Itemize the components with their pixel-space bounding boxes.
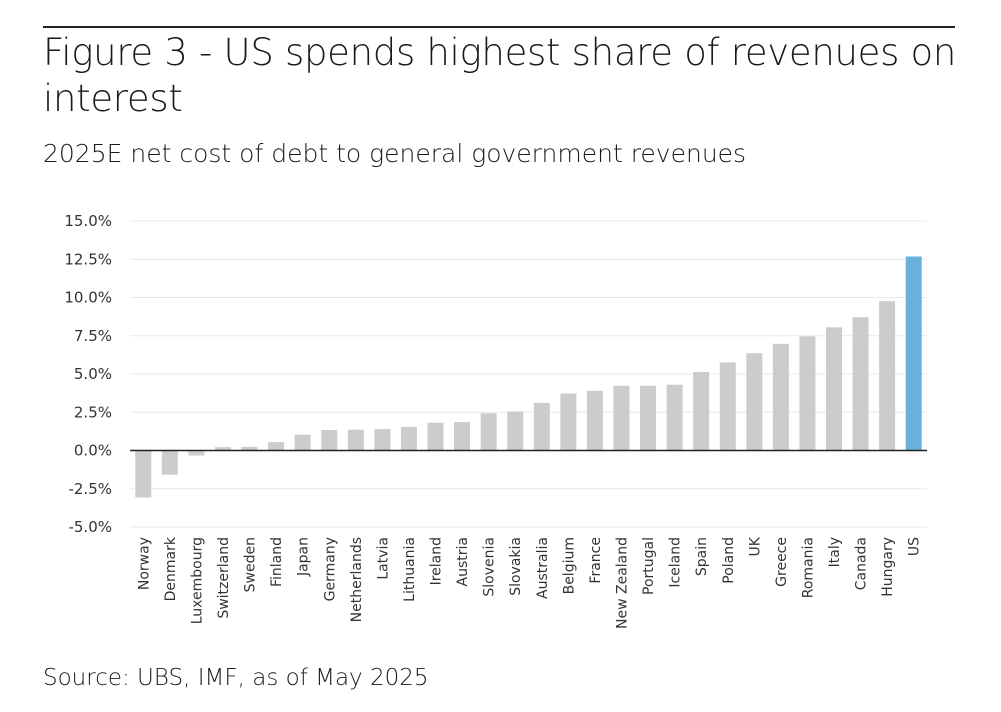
- bar-lithuania: [400, 426, 417, 451]
- y-tick-label: 12.5%: [64, 250, 112, 268]
- x-tick-label: Germany: [322, 537, 338, 601]
- bar-uk: [746, 353, 763, 451]
- bar-finland: [268, 442, 285, 451]
- x-tick-label: Austria: [455, 537, 471, 586]
- x-tick-label: Belgium: [561, 537, 577, 594]
- x-tick-label: Lithuania: [402, 537, 418, 602]
- x-tick-label: Portugal: [641, 537, 657, 595]
- bar-latvia: [374, 429, 391, 451]
- bar-spain: [693, 372, 710, 451]
- x-tick-label: Latvia: [375, 537, 391, 580]
- bar-luxembourg: [188, 450, 205, 456]
- bar-new-zealand: [613, 385, 630, 451]
- bar-belgium: [560, 393, 577, 451]
- bar-iceland: [666, 384, 683, 451]
- bar-sweden: [241, 446, 258, 451]
- y-tick-label: -2.5%: [68, 480, 112, 498]
- y-tick-label: 5.0%: [74, 365, 112, 383]
- y-tick-label: 2.5%: [74, 403, 112, 421]
- bar-switzerland: [214, 447, 231, 451]
- x-tick-label: Poland: [721, 537, 737, 584]
- x-tick-label: Japan: [296, 537, 312, 577]
- x-tick-label: Greece: [774, 537, 790, 587]
- bar-ireland: [427, 422, 444, 451]
- x-tick-label: Slovenia: [482, 537, 498, 597]
- bar-slovakia: [507, 411, 524, 451]
- bar-us: [905, 256, 922, 451]
- x-tick-label: Romania: [800, 537, 816, 598]
- y-tick-label: 0.0%: [74, 442, 112, 460]
- bar-portugal: [640, 385, 657, 451]
- y-tick-label: 7.5%: [74, 327, 112, 345]
- x-tick-label: Canada: [854, 537, 870, 590]
- x-tick-label: Netherlands: [349, 537, 365, 622]
- bar-australia: [533, 402, 550, 451]
- bar-greece: [772, 343, 789, 451]
- x-tick-label: Australia: [535, 537, 551, 599]
- source-note: Source: UBS, IMF, as of May 2025: [43, 665, 429, 691]
- bar-denmark: [161, 450, 178, 475]
- x-tick-label: UK: [747, 536, 763, 556]
- bar-norway: [135, 450, 152, 498]
- x-tick-label: Slovakia: [508, 537, 524, 596]
- y-tick-label: -5.0%: [68, 518, 112, 536]
- x-tick-label: US: [907, 537, 923, 556]
- x-tick-label: Switzerland: [216, 537, 232, 619]
- x-tick-label: Spain: [694, 537, 710, 576]
- bar-japan: [294, 434, 311, 451]
- x-tick-label: Luxembourg: [189, 537, 205, 624]
- x-tick-label: Hungary: [880, 537, 896, 597]
- x-tick-label: Ireland: [429, 537, 445, 585]
- bar-poland: [719, 362, 736, 451]
- x-tick-label: Denmark: [163, 536, 179, 601]
- bar-slovenia: [480, 413, 497, 451]
- bar-hungary: [879, 301, 896, 451]
- bar-netherlands: [347, 429, 364, 451]
- bar-austria: [454, 422, 471, 451]
- x-tick-label: Sweden: [243, 537, 259, 592]
- x-tick-label: France: [588, 537, 604, 584]
- x-tick-label: Finland: [269, 537, 285, 587]
- bar-romania: [799, 336, 816, 451]
- x-tick-label: Iceland: [668, 537, 684, 588]
- chart-title: Figure 3 - US spends highest share of re…: [43, 31, 957, 120]
- top-rule: [43, 26, 955, 28]
- x-tick-label: New Zealand: [614, 537, 630, 629]
- bar-france: [586, 390, 603, 451]
- bar-canada: [852, 317, 869, 451]
- x-tick-label: Norway: [136, 537, 152, 590]
- chart-subtitle: 2025E net cost of debt to general govern…: [43, 139, 747, 168]
- y-tick-label: 10.0%: [64, 289, 112, 307]
- y-tick-label: 15.0%: [64, 212, 112, 230]
- x-tick-label: Italy: [827, 537, 843, 567]
- bar-germany: [321, 429, 338, 451]
- bar-italy: [826, 327, 843, 451]
